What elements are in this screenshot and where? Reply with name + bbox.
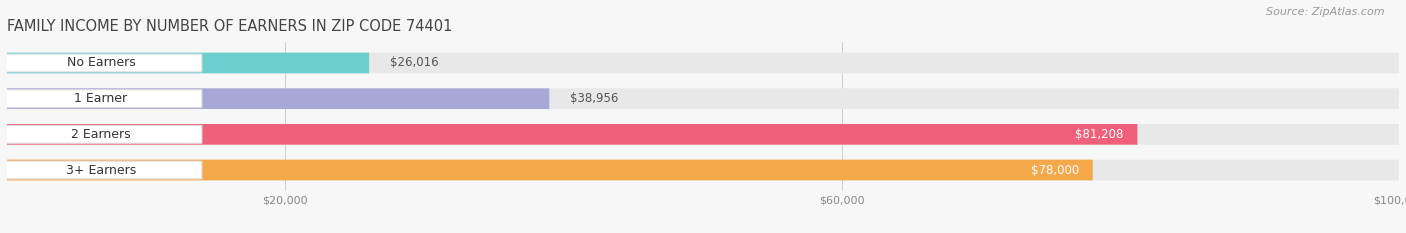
FancyBboxPatch shape	[0, 125, 202, 143]
Text: $38,956: $38,956	[571, 92, 619, 105]
FancyBboxPatch shape	[7, 85, 1399, 112]
FancyBboxPatch shape	[0, 161, 202, 179]
FancyBboxPatch shape	[7, 49, 1399, 77]
Text: 1 Earner: 1 Earner	[75, 92, 128, 105]
FancyBboxPatch shape	[7, 88, 550, 109]
Text: FAMILY INCOME BY NUMBER OF EARNERS IN ZIP CODE 74401: FAMILY INCOME BY NUMBER OF EARNERS IN ZI…	[7, 19, 453, 34]
FancyBboxPatch shape	[7, 124, 1399, 145]
FancyBboxPatch shape	[7, 124, 1137, 145]
FancyBboxPatch shape	[7, 88, 1399, 109]
Text: $26,016: $26,016	[389, 56, 439, 69]
FancyBboxPatch shape	[7, 53, 370, 73]
Text: 3+ Earners: 3+ Earners	[66, 164, 136, 177]
Text: 2 Earners: 2 Earners	[72, 128, 131, 141]
Text: $78,000: $78,000	[1031, 164, 1078, 177]
FancyBboxPatch shape	[0, 90, 202, 108]
FancyBboxPatch shape	[7, 156, 1399, 184]
FancyBboxPatch shape	[7, 53, 1399, 73]
Text: No Earners: No Earners	[66, 56, 135, 69]
Text: Source: ZipAtlas.com: Source: ZipAtlas.com	[1267, 7, 1385, 17]
FancyBboxPatch shape	[7, 160, 1092, 180]
FancyBboxPatch shape	[0, 54, 202, 72]
FancyBboxPatch shape	[7, 160, 1399, 180]
Text: $81,208: $81,208	[1076, 128, 1123, 141]
FancyBboxPatch shape	[7, 121, 1399, 148]
